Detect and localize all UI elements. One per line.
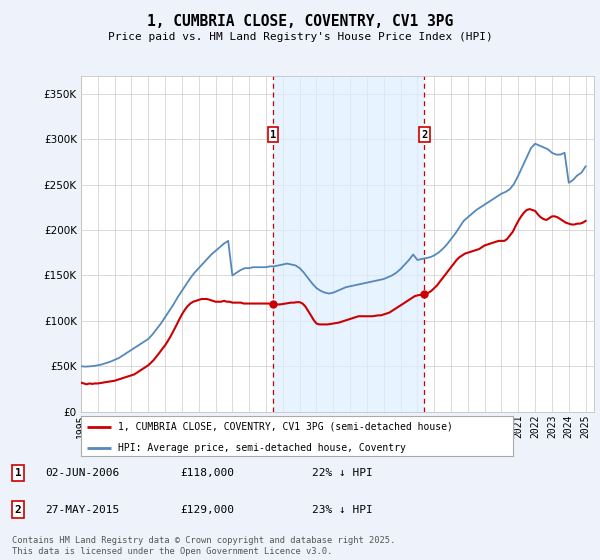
Text: 27-MAY-2015: 27-MAY-2015 (45, 505, 119, 515)
Text: £129,000: £129,000 (180, 505, 234, 515)
Text: 2: 2 (14, 505, 22, 515)
Text: 23% ↓ HPI: 23% ↓ HPI (312, 505, 373, 515)
Text: 1: 1 (270, 129, 276, 139)
Text: Price paid vs. HM Land Registry's House Price Index (HPI): Price paid vs. HM Land Registry's House … (107, 32, 493, 43)
Text: HPI: Average price, semi-detached house, Coventry: HPI: Average price, semi-detached house,… (118, 442, 406, 452)
Text: 22% ↓ HPI: 22% ↓ HPI (312, 468, 373, 478)
Text: £118,000: £118,000 (180, 468, 234, 478)
Text: 2: 2 (421, 129, 427, 139)
Text: 1: 1 (14, 468, 22, 478)
Bar (273, 76, 424, 412)
Text: 1, CUMBRIA CLOSE, COVENTRY, CV1 3PG: 1, CUMBRIA CLOSE, COVENTRY, CV1 3PG (147, 14, 453, 29)
Text: 1, CUMBRIA CLOSE, COVENTRY, CV1 3PG (semi-detached house): 1, CUMBRIA CLOSE, COVENTRY, CV1 3PG (sem… (118, 422, 452, 432)
Text: Contains HM Land Registry data © Crown copyright and database right 2025.
This d: Contains HM Land Registry data © Crown c… (12, 536, 395, 556)
Text: 02-JUN-2006: 02-JUN-2006 (45, 468, 119, 478)
